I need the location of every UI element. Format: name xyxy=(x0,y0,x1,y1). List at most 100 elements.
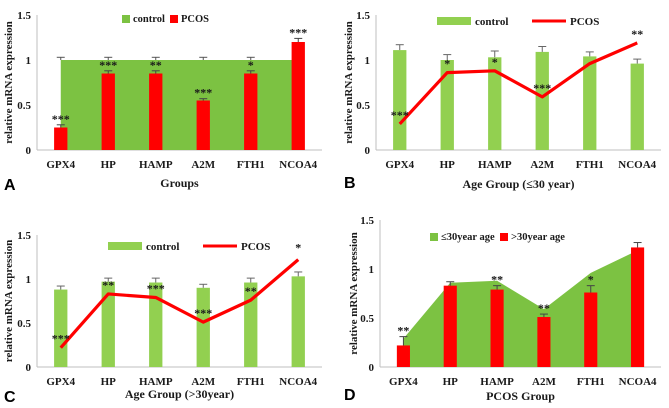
control-bar xyxy=(630,63,644,150)
pcos-bar xyxy=(149,73,163,150)
control-area xyxy=(60,60,299,150)
significance-label: ** xyxy=(102,278,114,292)
significance-label: * xyxy=(492,55,498,69)
y-tick-label: 1.5 xyxy=(17,230,31,242)
y-axis-title: relative mRNA expression xyxy=(3,240,15,362)
significance-label: * xyxy=(444,57,450,71)
legend-swatch xyxy=(108,242,142,250)
y-tick-label: 0 xyxy=(26,362,32,374)
significance-label: *** xyxy=(147,281,165,295)
y-tick-label: 1.5 xyxy=(356,10,370,22)
legend-label: control xyxy=(146,241,179,253)
control-bar xyxy=(291,276,305,367)
significance-label: ** xyxy=(150,58,162,72)
x-tick-label: A2M xyxy=(191,159,215,171)
legend-swatch xyxy=(500,233,508,241)
control-bar xyxy=(101,281,115,367)
legend-label: PCOS xyxy=(241,241,270,253)
x-tick-label: GPX4 xyxy=(389,376,418,388)
significance-label: * xyxy=(248,58,254,72)
x-axis-title: Age Group (≤30 year) xyxy=(462,177,574,191)
y-tick-label: 1.5 xyxy=(17,10,31,22)
y-tick-label: 1 xyxy=(26,55,32,67)
x-tick-label: FTH1 xyxy=(576,159,604,171)
x-tick-label: NCOA4 xyxy=(279,159,317,171)
y-tick-label: 0.5 xyxy=(360,313,374,325)
x-tick-label: HAMP xyxy=(139,159,173,171)
age-gt30-bar xyxy=(537,317,551,367)
legend-label: PCOS xyxy=(570,16,599,28)
y-axis-title: relative mRNA expression xyxy=(3,21,15,143)
x-tick-label: A2M xyxy=(532,376,556,388)
significance-label: *** xyxy=(533,81,551,95)
y-tick-label: 0 xyxy=(365,145,371,157)
legend-label: ≤30year age xyxy=(441,232,495,243)
panel-letter: B xyxy=(344,175,356,192)
pcos-bar xyxy=(101,73,115,150)
x-tick-label: NCOA4 xyxy=(618,159,656,171)
age-gt30-bar xyxy=(490,289,504,367)
y-tick-label: 0 xyxy=(26,145,32,157)
significance-label: *** xyxy=(52,112,70,126)
y-tick-label: 1.5 xyxy=(360,215,374,227)
panel-letter: A xyxy=(4,177,16,194)
pcos-line xyxy=(398,41,638,125)
x-tick-label: GPX4 xyxy=(46,159,75,171)
panel-letter: D xyxy=(344,387,356,404)
pcos-line xyxy=(59,258,300,349)
significance-label: ** xyxy=(245,284,257,298)
control-bar xyxy=(535,51,549,150)
significance-label: ** xyxy=(491,273,503,287)
control-bar xyxy=(583,56,597,150)
pcos-bar xyxy=(244,73,258,150)
legend-label: control xyxy=(475,16,508,28)
legend-label: >30year age xyxy=(511,232,565,243)
age-gt30-bar xyxy=(584,292,598,367)
significance-label: *** xyxy=(194,306,212,320)
x-tick-label: HAMP xyxy=(478,159,512,171)
x-tick-label: HP xyxy=(440,159,456,171)
x-tick-label: HP xyxy=(101,376,117,388)
significance-label: *** xyxy=(289,25,307,39)
age-le30-area xyxy=(403,250,638,367)
significance-label: ** xyxy=(397,324,409,338)
x-tick-label: FTH1 xyxy=(237,159,265,171)
age-gt30-bar xyxy=(631,247,645,367)
x-tick-label: FTH1 xyxy=(237,376,265,388)
x-tick-label: HP xyxy=(101,159,117,171)
y-tick-label: 0.5 xyxy=(356,100,370,112)
x-tick-label: GPX4 xyxy=(46,376,75,388)
control-bar xyxy=(149,282,163,367)
x-tick-label: HAMP xyxy=(480,376,514,388)
panel-letter: C xyxy=(4,389,16,406)
significance-label: *** xyxy=(391,108,409,122)
pcos-bar xyxy=(291,42,305,150)
x-tick-label: HP xyxy=(443,376,459,388)
x-tick-label: NCOA4 xyxy=(619,376,657,388)
y-tick-label: 0.5 xyxy=(17,100,31,112)
control-bar xyxy=(488,57,502,150)
pcos-bar xyxy=(54,127,68,150)
legend-swatch xyxy=(430,233,438,241)
legend-label: control xyxy=(133,14,165,25)
significance-label: *** xyxy=(52,332,70,346)
pcos-bar xyxy=(196,100,210,150)
significance-label: ** xyxy=(631,27,643,41)
control-bar xyxy=(54,289,68,367)
x-tick-label: A2M xyxy=(530,159,554,171)
legend-swatch xyxy=(122,15,130,23)
x-axis-title: PCOS Group xyxy=(486,389,555,403)
control-bar xyxy=(244,282,258,367)
significance-label: * xyxy=(588,273,594,287)
significance-label: * xyxy=(295,241,301,255)
significance-label: *** xyxy=(194,86,212,100)
x-axis-title: Groups xyxy=(160,176,199,190)
y-tick-label: 1 xyxy=(365,55,371,67)
legend-label: PCOS xyxy=(181,14,209,25)
x-tick-label: GPX4 xyxy=(385,159,414,171)
y-axis-title: relative mRNA expression xyxy=(343,21,355,143)
